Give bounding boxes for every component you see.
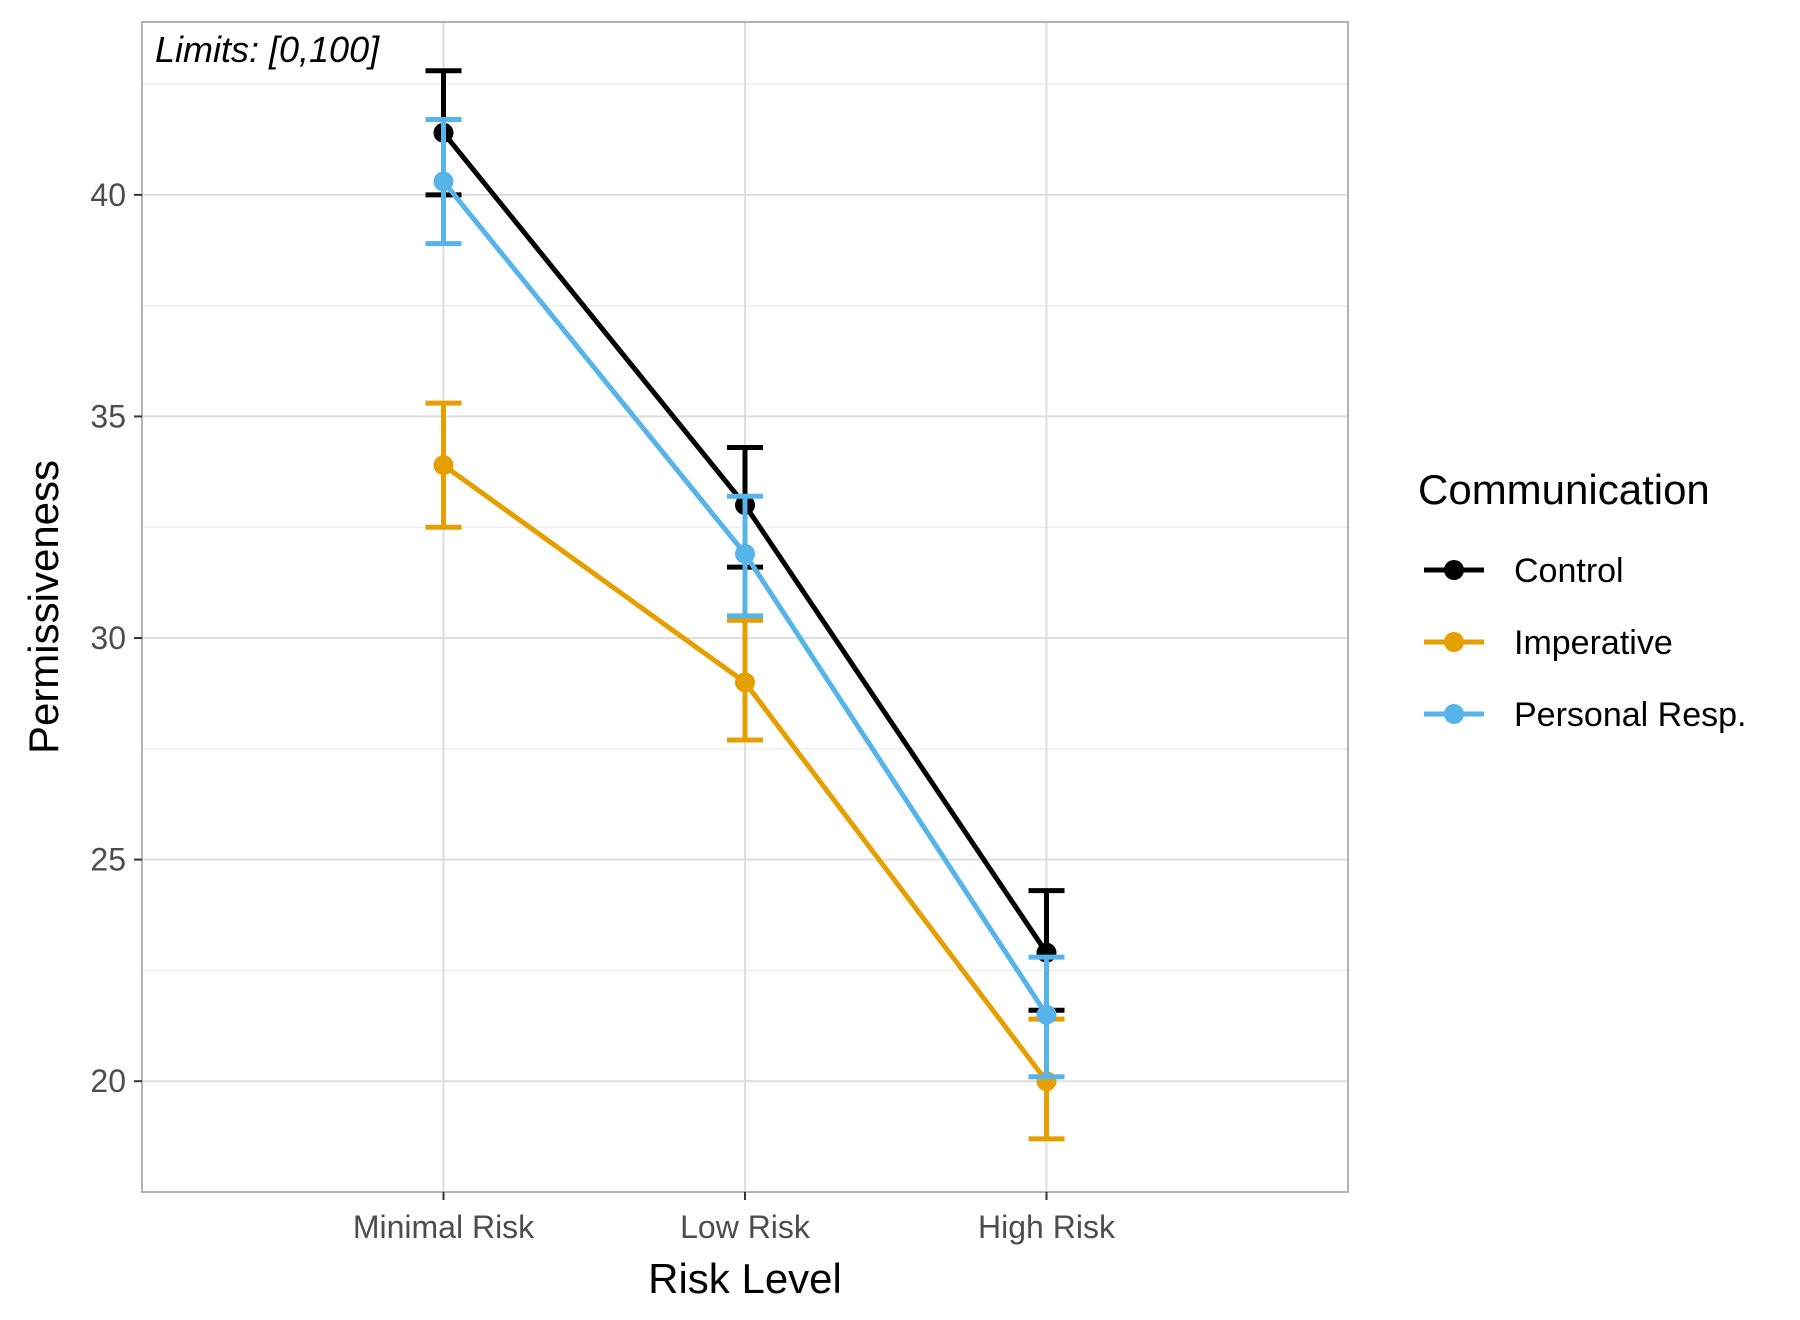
x-axis-title: Risk Level bbox=[648, 1255, 842, 1302]
legend-label: Imperative bbox=[1514, 624, 1673, 662]
data-point bbox=[735, 543, 755, 564]
x-tick-label: Minimal Risk bbox=[353, 1209, 535, 1245]
legend-key-point bbox=[1444, 560, 1464, 580]
legend-label: Personal Resp. bbox=[1514, 696, 1746, 734]
data-point bbox=[433, 171, 454, 192]
x-tick-label: Low Risk bbox=[680, 1209, 811, 1245]
legend-item: Personal Resp. bbox=[1424, 696, 1746, 734]
data-point bbox=[433, 455, 454, 476]
x-tick-label: High Risk bbox=[978, 1209, 1116, 1245]
y-axis-ticks: 20 25 30 35 40 bbox=[90, 177, 142, 1099]
legend-label: Control bbox=[1514, 552, 1624, 590]
legend-key-point bbox=[1444, 704, 1464, 724]
limits-annotation: Limits: [0,100] bbox=[155, 29, 380, 70]
data-point bbox=[735, 672, 755, 693]
y-tick-label: 20 bbox=[90, 1063, 126, 1099]
legend-item: Imperative bbox=[1424, 624, 1673, 662]
y-tick-label: 30 bbox=[90, 620, 126, 656]
legend: Communication Control Imperative Personal … bbox=[1418, 466, 1746, 734]
y-tick-label: 40 bbox=[90, 177, 126, 213]
legend-key-point bbox=[1444, 632, 1464, 652]
x-axis-ticks: Minimal Risk Low Risk High Risk bbox=[353, 1192, 1116, 1245]
series-personal-resp bbox=[425, 117, 1065, 1080]
series-layer bbox=[425, 68, 1065, 1142]
legend-title: Communication bbox=[1418, 466, 1710, 513]
legend-item: Control bbox=[1424, 552, 1624, 590]
y-tick-label: 35 bbox=[90, 398, 126, 434]
data-point bbox=[1036, 1004, 1057, 1025]
y-axis-title: Permissiveness bbox=[20, 460, 67, 754]
y-tick-label: 25 bbox=[90, 842, 126, 878]
